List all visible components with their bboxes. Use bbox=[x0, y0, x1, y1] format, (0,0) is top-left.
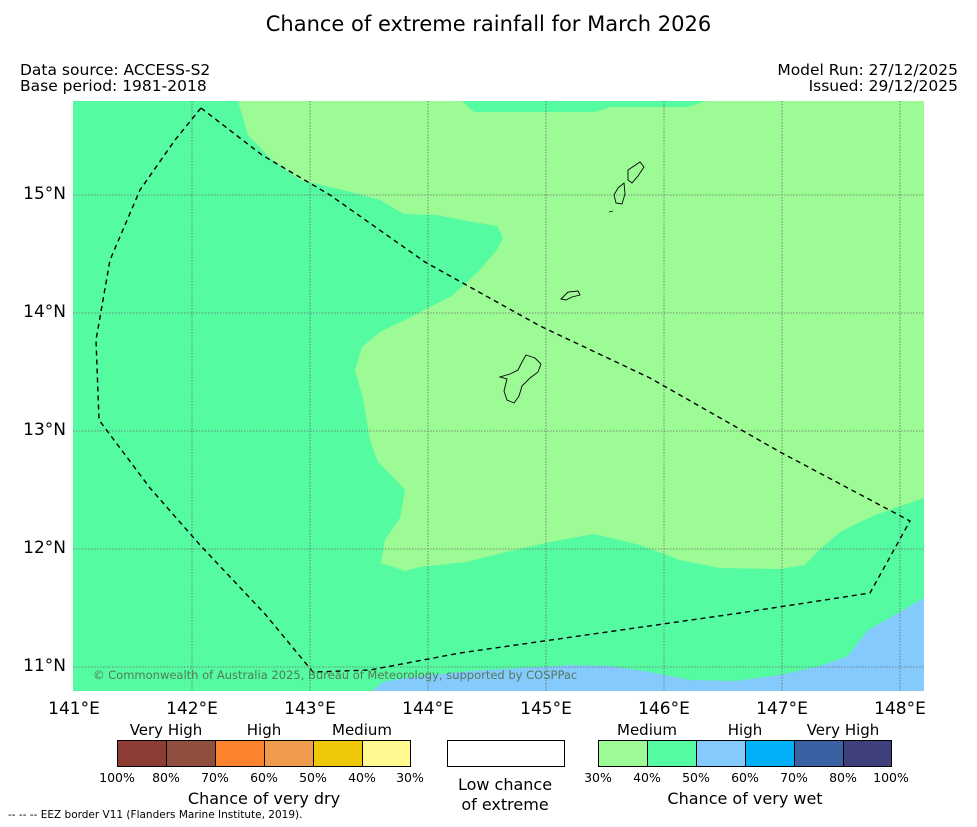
dry-tick-100: 100% bbox=[99, 770, 135, 785]
wet-swatch-30-40 bbox=[598, 740, 648, 767]
lat-label-12n: 12°N bbox=[23, 538, 66, 558]
saipan-island bbox=[627, 161, 645, 184]
wet-tick-40: 40% bbox=[633, 770, 661, 785]
issued-date: Issued: 29/12/2025 bbox=[808, 77, 958, 95]
source-info: Data source: ACCESS-S2 Base period: 1981… bbox=[20, 62, 210, 94]
lat-label-11n: 11°N bbox=[23, 656, 66, 676]
low-chance-line1: Low chance bbox=[457, 775, 553, 794]
dry-tick-70: 70% bbox=[201, 770, 229, 785]
dry-swatch-100-80 bbox=[117, 740, 167, 767]
dry-tick-50: 50% bbox=[299, 770, 327, 785]
map-title: Chance of extreme rainfall for March 202… bbox=[265, 12, 712, 36]
wet-high-label: High bbox=[727, 721, 763, 739]
grid-lines bbox=[73, 101, 924, 691]
lon-label-143e: 143°E bbox=[284, 699, 336, 719]
rota-island bbox=[560, 290, 581, 301]
aguijan-islet bbox=[608, 210, 614, 213]
tinian-island bbox=[613, 182, 626, 205]
eez-footnote: -- -- -- EEZ border V11 (Flanders Marine… bbox=[8, 809, 303, 821]
lon-label-147e: 147°E bbox=[756, 699, 808, 719]
low-chance-line2: of extreme bbox=[461, 795, 549, 814]
dry-tick-30: 30% bbox=[396, 770, 424, 785]
dry-swatch-60-50 bbox=[264, 740, 314, 767]
wet-caption: Chance of very wet bbox=[667, 789, 823, 808]
wet-medium-label: Medium bbox=[617, 721, 677, 739]
lat-label-13n: 13°N bbox=[23, 420, 66, 440]
lon-label-141e: 141°E bbox=[48, 699, 100, 719]
run-info: Model Run: 27/12/2025 Issued: 29/12/2025 bbox=[777, 62, 958, 94]
lon-label-142e: 142°E bbox=[166, 699, 218, 719]
dry-high-label: High bbox=[246, 721, 282, 739]
guam-island bbox=[498, 354, 542, 404]
wet-tick-100: 100% bbox=[873, 770, 909, 785]
wet-swatch-80-100 bbox=[843, 740, 892, 767]
eez-border bbox=[95, 107, 911, 673]
wet-swatch-70-80 bbox=[794, 740, 844, 767]
lat-label-15n: 15°N bbox=[23, 184, 66, 204]
lon-label-148e: 148°E bbox=[874, 699, 926, 719]
lon-label-144e: 144°E bbox=[402, 699, 454, 719]
data-source: Data source: ACCESS-S2 bbox=[20, 61, 211, 79]
wet-tick-50: 50% bbox=[682, 770, 710, 785]
wet-swatch-40-50 bbox=[647, 740, 697, 767]
dry-swatch-80-70 bbox=[166, 740, 216, 767]
model-run: Model Run: 27/12/2025 bbox=[777, 61, 958, 79]
lat-label-14n: 14°N bbox=[23, 302, 66, 322]
lon-label-146e: 146°E bbox=[638, 699, 690, 719]
wet-tick-80: 80% bbox=[829, 770, 857, 785]
dry-tick-40: 40% bbox=[348, 770, 376, 785]
island-outlines bbox=[498, 161, 645, 404]
wet-very-high-label: Very High bbox=[806, 721, 880, 739]
dry-very-high-label: Very High bbox=[129, 721, 203, 739]
dry-swatch-40-30 bbox=[362, 740, 411, 767]
dry-caption: Chance of very dry bbox=[187, 789, 341, 808]
medium-wet-region bbox=[238, 101, 924, 571]
dry-swatch-50-40 bbox=[313, 740, 363, 767]
base-period: Base period: 1981-2018 bbox=[20, 77, 207, 95]
copyright-notice: © Commonwealth of Australia 2025, Bureau… bbox=[93, 668, 578, 682]
lon-label-145e: 145°E bbox=[520, 699, 572, 719]
wet-tick-30: 30% bbox=[584, 770, 612, 785]
wet-tick-70: 70% bbox=[780, 770, 808, 785]
dry-medium-label: Medium bbox=[332, 721, 392, 739]
dry-tick-80: 80% bbox=[152, 770, 180, 785]
dry-swatch-70-60 bbox=[215, 740, 265, 767]
wet-swatch-50-60 bbox=[696, 740, 746, 767]
low-chance-swatch bbox=[447, 740, 565, 767]
wet-tick-60: 60% bbox=[731, 770, 759, 785]
dry-tick-60: 60% bbox=[250, 770, 278, 785]
wet-swatch-60-70 bbox=[745, 740, 795, 767]
low-chance-label: Low chance of extreme bbox=[458, 775, 552, 815]
very-wet-region bbox=[372, 598, 924, 691]
map-area bbox=[73, 101, 924, 691]
